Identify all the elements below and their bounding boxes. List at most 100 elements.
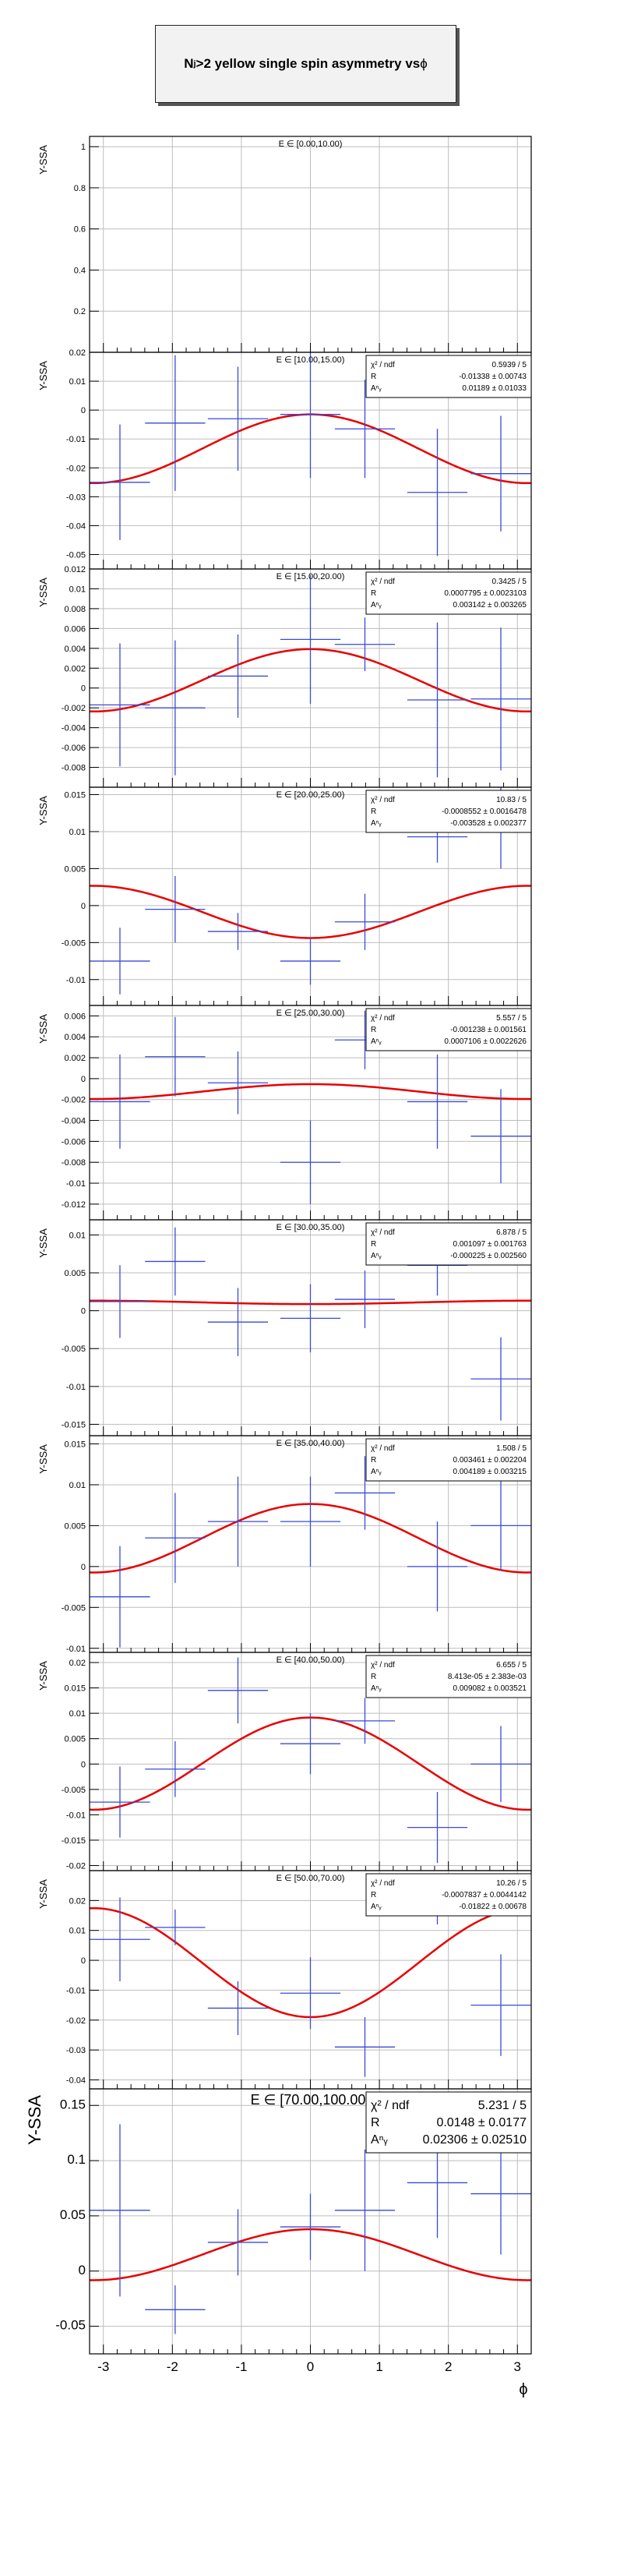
- y-tick-label: -0.04: [66, 521, 86, 531]
- data-point: [334, 893, 396, 950]
- panel-title: E ∈ [50.00,70.00): [277, 1874, 345, 1883]
- y-tick-label: 0.01: [69, 1231, 86, 1240]
- stats-label: Aⁿᵧ: [371, 601, 382, 610]
- y-tick-label: -0.015: [62, 1420, 86, 1429]
- data-point: [407, 1521, 468, 1612]
- y-tick-label: -0.02: [66, 1861, 86, 1871]
- stats-value: 0.009082 ± 0.003521: [453, 1684, 527, 1693]
- stats-label: R: [371, 2116, 380, 2129]
- y-tick-label: 0: [81, 1307, 86, 1316]
- y-tick-label: 0.008: [64, 605, 86, 614]
- data-point: [470, 1480, 531, 1571]
- y-tick-label: -0.008: [62, 764, 86, 773]
- y-tick-label: 0.005: [64, 864, 86, 874]
- stats-value: 0.0148 ± 0.0177: [436, 2116, 527, 2129]
- x-tick-label: 2: [445, 2359, 452, 2374]
- panel-title: E ∈ [20.00,25.00): [277, 790, 345, 800]
- y-tick-label: 0.002: [64, 1054, 86, 1063]
- panel-5: -0.015 -0.01 -0.005 0 0.005 0.01 E ∈ [30.00,35…: [37, 1219, 532, 1436]
- y-axis-label: Y-SSA: [37, 1661, 49, 1691]
- y-tick-label: -0.006: [62, 744, 86, 753]
- data-point: [207, 1657, 269, 1724]
- panel-frame: [89, 2088, 532, 2355]
- stats-label: Aⁿᵧ: [371, 1684, 382, 1693]
- data-point: [207, 913, 269, 950]
- y-tick-label: -0.01: [66, 1179, 86, 1189]
- x-tick-label: -1: [235, 2359, 247, 2374]
- y-tick-label: -0.012: [62, 1200, 86, 1210]
- stats-value: 0.003461 ± 0.002204: [453, 1456, 527, 1465]
- y-tick-label: 0: [81, 1956, 86, 1966]
- stats-label: Aⁿᵧ: [371, 1903, 382, 1911]
- stats-value: -0.01338 ± 0.00743: [459, 373, 527, 381]
- data-point: [145, 1227, 206, 1296]
- title-n: N: [184, 56, 194, 71]
- data-point: [407, 429, 468, 557]
- panel-title: E ∈ [0.00,10.00): [279, 140, 343, 149]
- data-point: [334, 1456, 396, 1530]
- stats-label: R: [371, 1891, 376, 1899]
- data-point: [280, 574, 341, 705]
- fit-curve: [89, 1083, 532, 1101]
- y-tick-label: 0.005: [64, 1521, 86, 1531]
- y-tick-label: -0.005: [62, 1345, 86, 1354]
- y-tick-label: -0.002: [62, 1096, 86, 1105]
- data-point: [470, 1954, 531, 2056]
- stats-box-frame: [365, 571, 532, 615]
- stats-label: R: [371, 1456, 376, 1465]
- data-point: [145, 640, 206, 776]
- stats-label: Aⁿᵧ: [371, 1037, 382, 1046]
- data-point: [470, 627, 531, 771]
- data-point: [90, 1546, 150, 1648]
- data-point: [334, 617, 396, 672]
- y-tick-label: -0.015: [62, 1836, 86, 1846]
- y-tick-label: 0.002: [64, 664, 86, 673]
- data-point: [145, 1909, 206, 1945]
- title-text: >2 yellow single spin asymmetry vs: [196, 56, 421, 71]
- stats-value: 10.83 / 5: [496, 796, 527, 804]
- stats-label: χ² / ndf: [371, 578, 395, 586]
- y-tick-label: 0.8: [74, 184, 86, 193]
- y-tick-label: 0.4: [74, 266, 86, 275]
- x-tick-label: 3: [514, 2359, 521, 2374]
- data-point: [280, 1284, 341, 1353]
- stats-label: χ² / ndf: [371, 1661, 395, 1670]
- stats-value: -0.000225 ± 0.002560: [450, 1252, 527, 1260]
- data-point: [145, 1016, 206, 1097]
- stats-value: 0.3425 / 5: [492, 578, 527, 586]
- y-tick-label: -0.005: [62, 1603, 86, 1613]
- data-point: [207, 2209, 269, 2276]
- y-axis-label: Y-SSA: [37, 578, 49, 607]
- y-tick-label: 0: [81, 1563, 86, 1572]
- panel-title: E ∈ [30.00,35.00): [277, 1223, 345, 1232]
- y-tick-label: -0.008: [62, 1158, 86, 1168]
- y-tick-label: -0.01: [66, 1645, 86, 1654]
- data-point: [207, 366, 269, 471]
- y-tick-label: 0.02: [69, 1896, 86, 1906]
- y-tick-label: 0.012: [64, 565, 86, 574]
- data-point: [280, 352, 341, 479]
- y-tick-label: 0.05: [60, 2207, 86, 2222]
- y-tick-label: 0.006: [64, 624, 86, 634]
- stats-label: R: [371, 589, 376, 598]
- panel-1: -0.05 -0.04 -0.03 -0.02 -0.01 0 0.01 0.02 E ∈ [1…: [37, 348, 532, 570]
- y-axis-label: Y-SSA: [37, 1879, 49, 1909]
- data-point: [145, 1493, 206, 1583]
- stats-label: χ² / ndf: [371, 361, 395, 369]
- title-subscript: j: [193, 59, 196, 69]
- stats-label: Aⁿᵧ: [371, 1468, 382, 1476]
- stats-label: R: [371, 373, 376, 381]
- y-tick-label: -0.05: [55, 2318, 86, 2333]
- stats-label: R: [371, 807, 376, 816]
- data-point: [407, 1055, 468, 1149]
- data-point: [334, 1270, 396, 1328]
- y-axis-label: Y-SSA: [37, 361, 49, 390]
- stats-value: 0.004189 ± 0.003215: [453, 1468, 527, 1476]
- x-axis-label: ϕ: [519, 2381, 527, 2398]
- stats-value: 0.01189 ± 0.01033: [462, 384, 527, 393]
- y-tick-label: -0.03: [66, 493, 86, 502]
- x-tick-label: 1: [375, 2359, 382, 2374]
- data-point: [470, 415, 531, 532]
- stats-label: χ² / ndf: [371, 796, 395, 804]
- data-point: [90, 928, 150, 995]
